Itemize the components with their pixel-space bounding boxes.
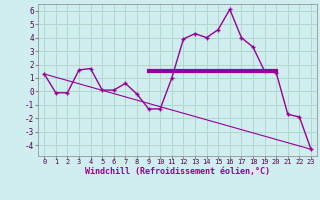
X-axis label: Windchill (Refroidissement éolien,°C): Windchill (Refroidissement éolien,°C) [85, 167, 270, 176]
